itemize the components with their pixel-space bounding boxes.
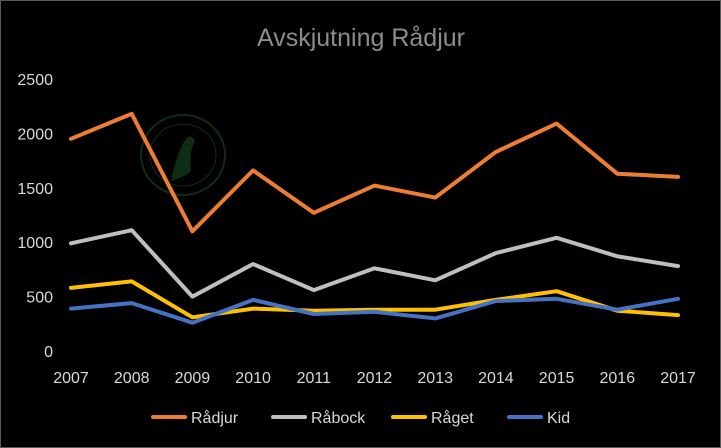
y-axis-ticks: 0 500 1000 1500 2000 2500	[17, 72, 53, 361]
legend-label: Råbock	[311, 409, 366, 427]
chart-title: Avskjutning Rådjur	[257, 24, 465, 52]
x-tick-label: 2016	[600, 370, 636, 387]
x-tick-label: 2017	[660, 370, 696, 387]
x-tick-label: 2013	[417, 370, 453, 387]
y-tick-label: 0	[44, 344, 53, 361]
x-tick-label: 2007	[53, 370, 89, 387]
x-tick-label: 2014	[478, 370, 514, 387]
series-lines	[69, 111, 680, 325]
y-tick-label: 500	[26, 290, 53, 307]
legend-label: Råget	[431, 409, 474, 427]
series-line-rådjur	[69, 111, 680, 234]
x-tick-label: 2008	[114, 370, 150, 387]
x-tick-label: 2012	[357, 370, 393, 387]
y-tick-label: 1000	[17, 235, 53, 252]
x-tick-label: 2009	[175, 370, 211, 387]
y-tick-label: 1500	[17, 181, 53, 198]
y-tick-label: 2000	[17, 126, 53, 143]
series-line-råget	[69, 279, 680, 320]
legend: Rådjur Råbock Råget Kid	[151, 409, 570, 427]
watermark-seal	[140, 114, 226, 196]
x-tick-label: 2010	[235, 370, 271, 387]
legend-label: Kid	[547, 410, 570, 427]
series-line-kid	[69, 296, 680, 325]
y-tick-label: 2500	[17, 72, 53, 89]
x-axis-ticks: 2007 2008 2009 2010 2011 2012 2013 2014 2015 2016…	[53, 370, 696, 387]
x-tick-label: 2015	[539, 370, 575, 387]
x-tick-label: 2011	[297, 370, 332, 387]
legend-label: Rådjur	[191, 409, 239, 427]
series-line-råbock	[69, 228, 680, 299]
